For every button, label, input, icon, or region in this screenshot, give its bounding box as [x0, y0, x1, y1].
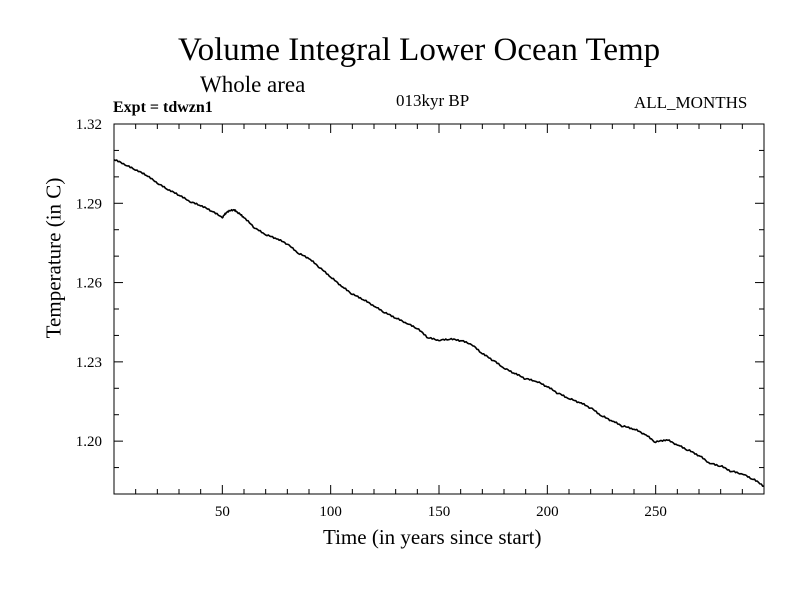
y-tick-label: 1.23 [76, 355, 102, 371]
period-label: 013kyr BP [396, 91, 470, 110]
y-tick-label: 1.26 [76, 276, 103, 292]
x-tick-label: 50 [215, 504, 230, 520]
x-axis-label: Time (in years since start) [323, 525, 542, 549]
y-tick-label: 1.20 [76, 434, 102, 450]
x-tick-label: 200 [536, 504, 559, 520]
x-tick-label: 250 [644, 504, 667, 520]
y-tick-label: 1.32 [76, 117, 102, 133]
series-line-temperature [113, 158, 765, 487]
experiment-label: Expt = tdwzn1 [113, 99, 213, 116]
x-tick-label: 150 [428, 504, 451, 520]
months-label: ALL_MONTHS [634, 93, 748, 112]
chart-title: Volume Integral Lower Ocean Temp [178, 32, 661, 68]
x-tick-label: 100 [319, 504, 342, 520]
plot-frame [113, 123, 765, 495]
tick-marks [114, 124, 764, 494]
chart-subtitle: Whole area [200, 72, 306, 97]
tick-labels: 50 100 150 200 250 1.20 1.23 1.26 1.29 1.32 [76, 117, 667, 520]
y-tick-label: 1.29 [76, 196, 102, 212]
